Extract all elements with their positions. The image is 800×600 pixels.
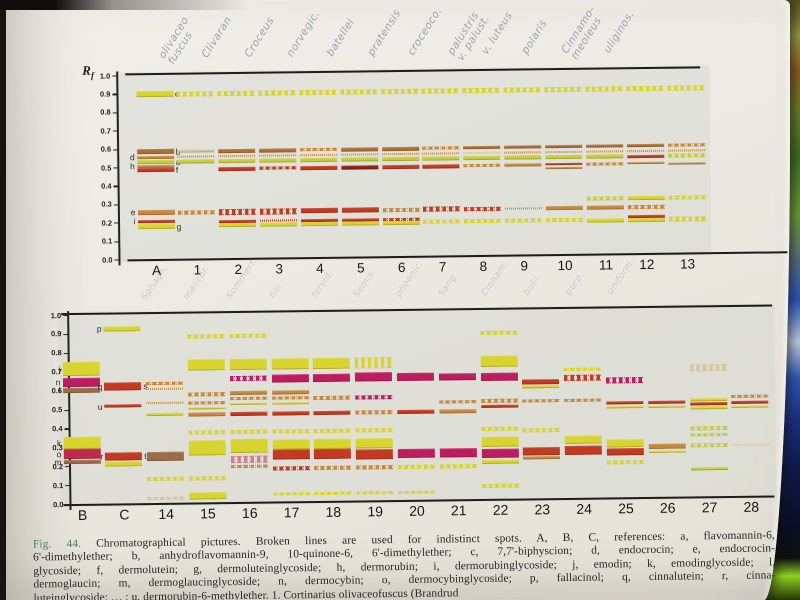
handwritten-species-name-faint: bulli.	[521, 271, 544, 298]
figure-number: Fig. 44.	[32, 537, 82, 551]
figure-caption: Fig. 44. Chromatographical pictures. Bro…	[33, 529, 776, 600]
handwritten-species-name-faint: phoenic.	[393, 259, 426, 300]
handwritten-species-name-faint: Cinnam.	[479, 259, 511, 299]
top-edge-shadow	[0, 0, 250, 10]
handwritten-species-name-faint: Semis.	[351, 267, 379, 300]
handwritten-species-name-faint: Sommerf.	[224, 256, 260, 302]
handwritten-species-name-faint: filii	[267, 282, 285, 301]
handwritten-species-name-faint: malicor.	[181, 264, 212, 302]
handwritten-species-name-faint: purp.	[563, 270, 587, 298]
handwritten-species-name-faint: fervid.	[309, 268, 336, 301]
handwritten-species-name-faint: Sphagn.	[139, 263, 171, 303]
handwritten-species-name-faint: Sang.	[436, 270, 461, 299]
handwritten-species-name-faint: uniform.	[605, 256, 638, 297]
